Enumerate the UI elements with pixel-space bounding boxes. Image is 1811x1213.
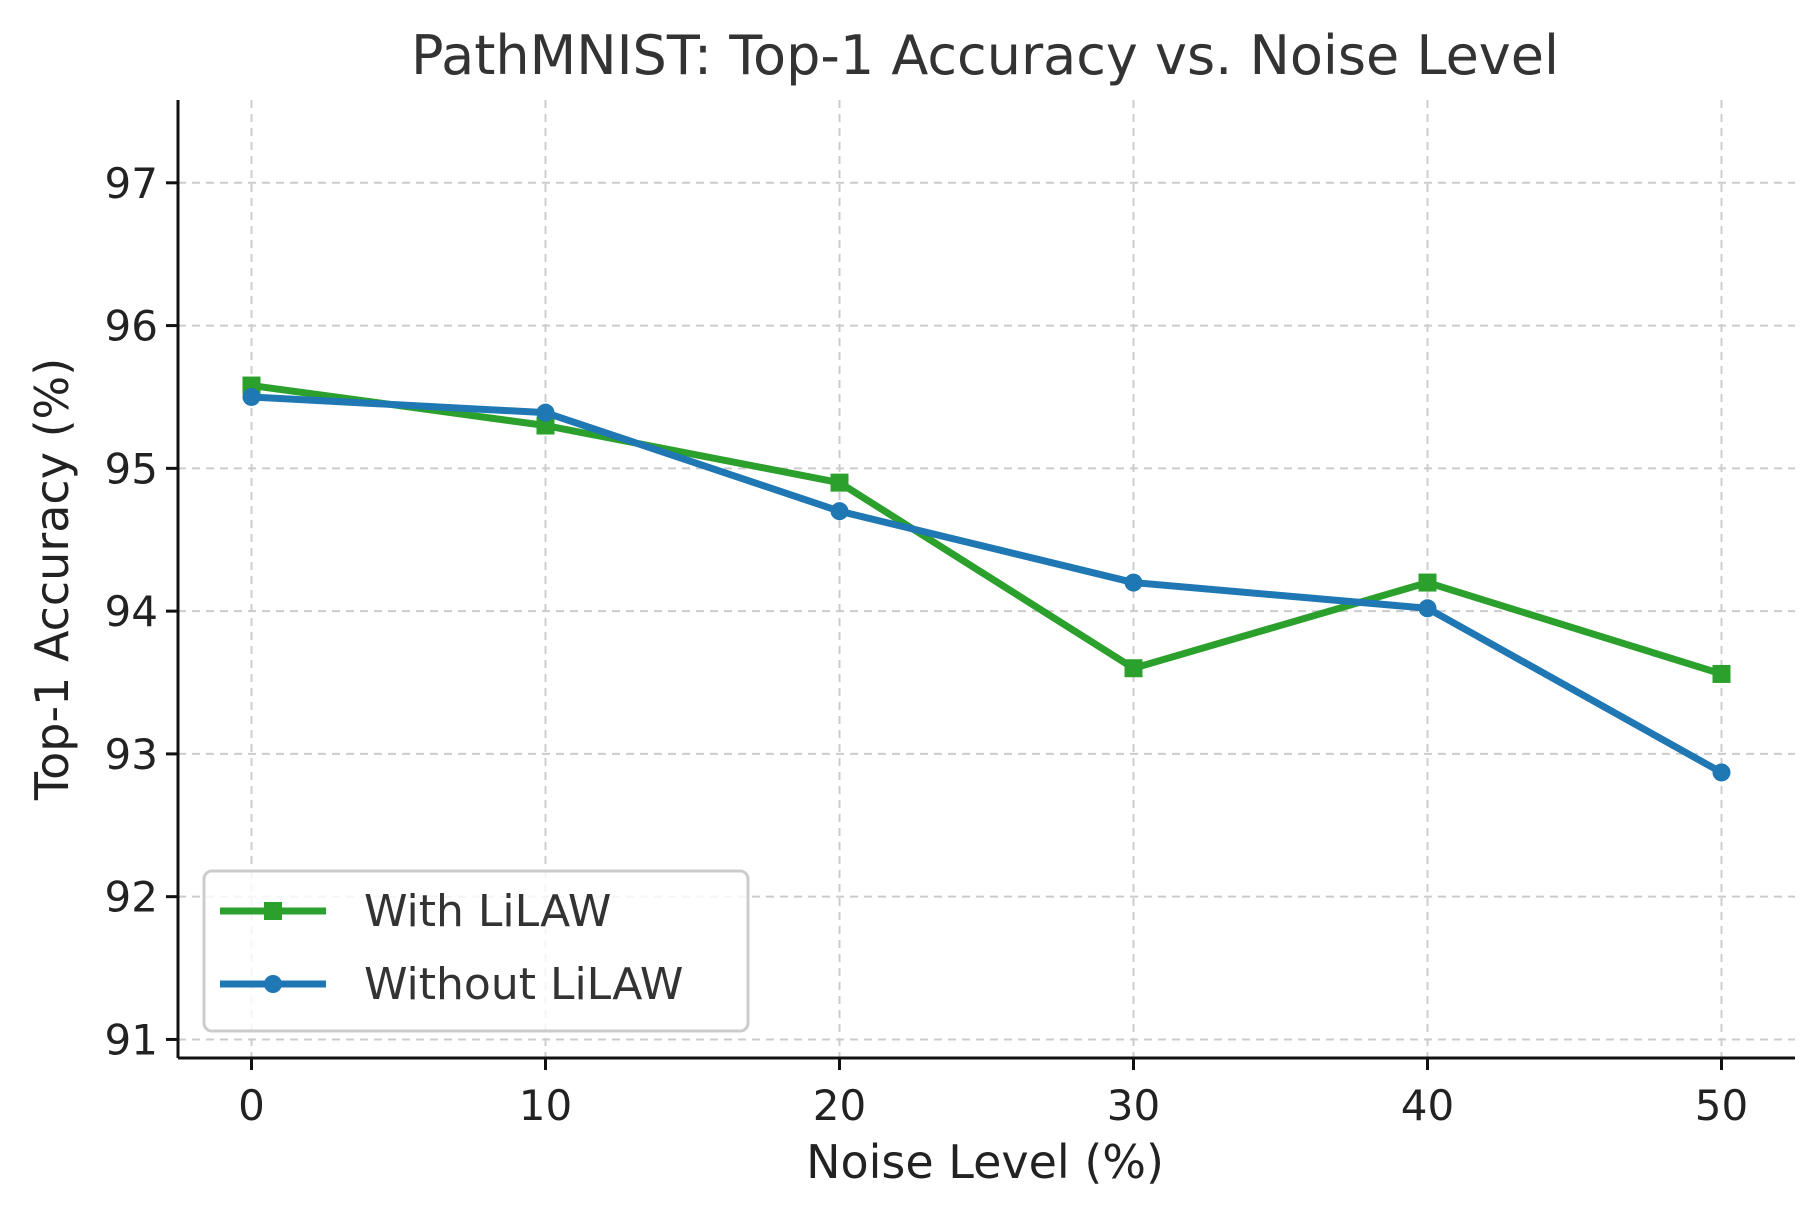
data-point-with-lilaw (536, 416, 555, 435)
x-tick-label: 0 (238, 1081, 265, 1130)
chart-title: PathMNIST: Top-1 Accuracy vs. Noise Leve… (411, 24, 1559, 87)
x-tick-label: 40 (1401, 1081, 1454, 1130)
data-point-with-lilaw (1418, 573, 1437, 592)
ticks: 0 10 20 30 40 50 91 92 93 94 95 96 97 (105, 159, 1749, 1130)
data-point-without-lilaw (1712, 763, 1731, 782)
legend-entries: With LiLAW Without LiLAW (220, 886, 683, 1010)
x-tick-label: 20 (813, 1081, 866, 1130)
data-point-without-lilaw (536, 403, 555, 422)
legend-marker-with-lilaw (264, 902, 282, 920)
x-tick-label: 50 (1695, 1081, 1748, 1130)
series-line-without-lilaw (248, 393, 1725, 776)
y-tick-label: 97 (105, 159, 158, 208)
y-tick-label: 93 (105, 730, 158, 779)
axes (176, 100, 1795, 1060)
data-point-without-lilaw (830, 502, 849, 521)
x-tick-label: 10 (519, 1081, 572, 1130)
legend-label-with-lilaw: With LiLAW (364, 886, 611, 937)
x-tick-label: 30 (1107, 1081, 1160, 1130)
series-without-lilaw (242, 387, 1731, 782)
series-line-with-lilaw (248, 382, 1725, 678)
y-tick-label: 92 (105, 873, 158, 922)
y-tick-label: 94 (105, 587, 158, 636)
data-point-with-lilaw (830, 473, 849, 492)
series-group (242, 376, 1731, 782)
legend-label-without-lilaw: Without LiLAW (364, 959, 683, 1010)
data-point-without-lilaw (1418, 599, 1437, 618)
y-tick-label: 95 (105, 444, 158, 493)
legend-entry-without-lilaw: Without LiLAW (220, 959, 683, 1010)
legend-entry-with-lilaw: With LiLAW (220, 886, 611, 937)
data-point-without-lilaw (1124, 573, 1143, 592)
data-point-without-lilaw (242, 387, 261, 406)
y-tick-label: 91 (105, 1015, 158, 1064)
y-axis-label: Top-1 Accuracy (%) (25, 358, 79, 801)
x-axis-label: Noise Level (%) (806, 1135, 1164, 1189)
legend-marker-without-lilaw (264, 975, 282, 993)
data-point-with-lilaw (1712, 664, 1731, 683)
legend: With LiLAW Without LiLAW (202, 869, 750, 1033)
y-tick-label: 96 (105, 302, 158, 351)
legend-box (202, 869, 750, 1033)
data-point-with-lilaw (1124, 659, 1143, 678)
